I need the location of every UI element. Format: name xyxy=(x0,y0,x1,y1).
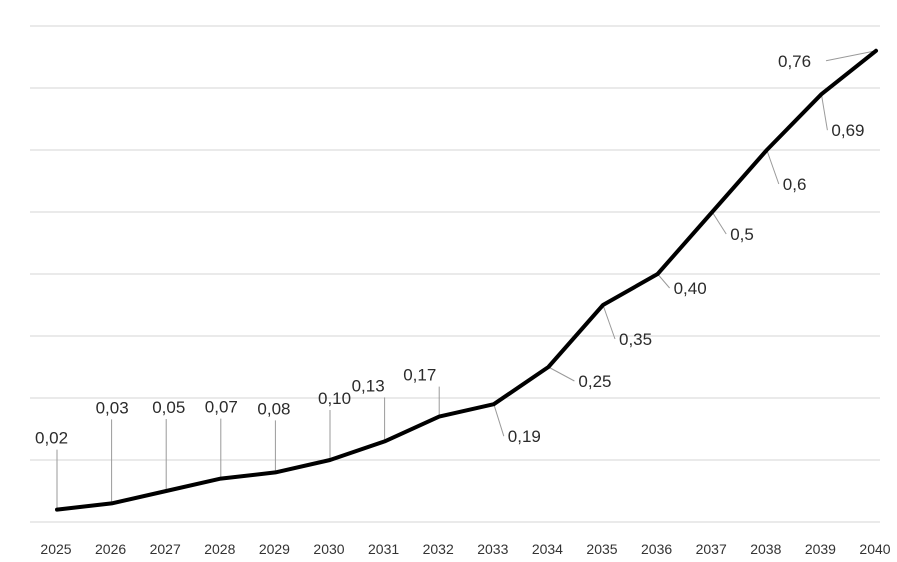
data-label: 0,76 xyxy=(778,52,811,71)
data-label-leader xyxy=(711,211,727,235)
data-label: 0,02 xyxy=(35,429,68,448)
data-label-leader xyxy=(493,404,505,437)
x-tick-label: 2036 xyxy=(641,541,672,557)
data-label: 0,03 xyxy=(96,398,129,417)
x-tick-label: 2031 xyxy=(368,541,399,557)
series-line xyxy=(55,48,878,512)
x-tick-label: 2025 xyxy=(40,541,71,557)
x-tick-label: 2028 xyxy=(204,541,235,557)
data-label: 0,17 xyxy=(403,366,436,385)
x-tick-label: 2030 xyxy=(313,541,344,557)
data-label-leader xyxy=(602,304,616,340)
grid-layer xyxy=(30,25,880,523)
x-tick-label: 2027 xyxy=(150,541,181,557)
data-label: 0,40 xyxy=(674,279,707,298)
data-label-leader xyxy=(820,94,828,131)
x-tick-label: 2035 xyxy=(586,541,617,557)
series-layer xyxy=(55,48,878,512)
data-label-leader xyxy=(825,50,877,62)
x-tick-label: 2034 xyxy=(532,541,563,557)
x-tick-label: 2033 xyxy=(477,541,508,557)
data-label: 0,6 xyxy=(783,175,807,194)
data-label: 0,05 xyxy=(152,398,185,417)
data-label: 0,19 xyxy=(508,427,541,446)
data-label: 0,10 xyxy=(318,389,351,408)
data-label-leader xyxy=(657,273,670,289)
x-tick-label: 2038 xyxy=(750,541,781,557)
data-label: 0,5 xyxy=(730,225,754,244)
data-label: 0,25 xyxy=(578,372,611,391)
x-tick-label: 2032 xyxy=(423,541,454,557)
x-axis-ticks: 2025 2026 2027 2028 2029 2030 2031 2032 2033 2034… xyxy=(40,541,890,557)
x-tick-label: 2040 xyxy=(859,541,890,557)
data-label: 0,08 xyxy=(257,399,290,418)
x-tick-label: 2026 xyxy=(95,541,126,557)
leader-layer xyxy=(56,50,877,510)
x-tick-label: 2037 xyxy=(696,541,727,557)
x-tick-label: 2029 xyxy=(259,541,290,557)
x-tick-label: 2039 xyxy=(805,541,836,557)
data-label: 0,07 xyxy=(205,398,238,417)
data-label: 0,13 xyxy=(352,376,385,395)
data-label-leader xyxy=(548,366,575,382)
data-label-layer: 0,02 0,03 0,05 0,07 0,08 0,100,13 0,17 0,19 0,25… xyxy=(35,52,864,448)
data-label-leader xyxy=(766,149,780,185)
data-label: 0,69 xyxy=(831,121,864,140)
data-label: 0,35 xyxy=(619,330,652,349)
